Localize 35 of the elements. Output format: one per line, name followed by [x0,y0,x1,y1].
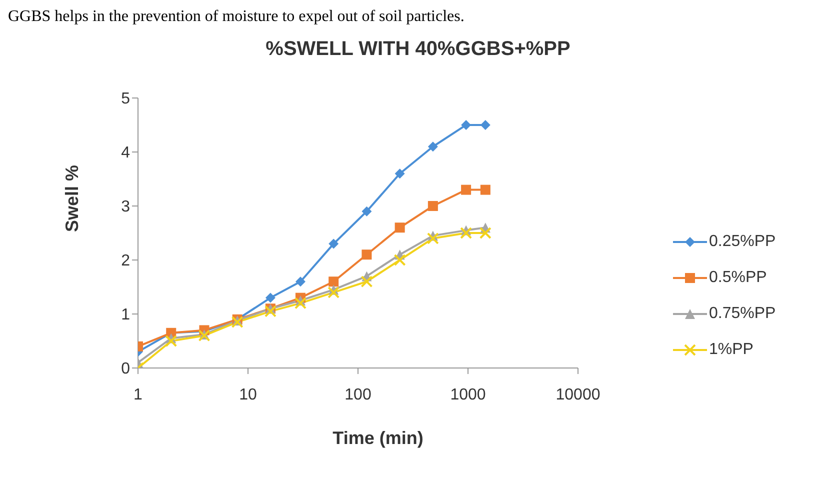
x-tick-label: 10 [239,386,257,404]
y-tick-label: 0 [121,360,130,378]
point [264,305,276,318]
x-tick-label: 10000 [556,386,600,404]
point [428,201,438,211]
legend-label: 0.75%PP [709,305,776,323]
point [328,276,339,287]
point [362,206,372,216]
point [428,142,438,152]
y-tick-label: 1 [121,306,130,324]
point [328,286,340,298]
legend-label: 0.25%PP [709,233,776,251]
y-axis-title: Swell % [62,164,84,232]
point [362,250,372,260]
x-axis-title: Time (min) [332,428,424,449]
y-tick-label: 3 [121,198,130,216]
y-tick-label: 2 [121,252,130,270]
point [394,168,405,179]
text: GGBS helps in the prevention of moisture to expel out of soil particles. [8,8,464,26]
point [165,335,178,347]
point [360,276,373,288]
x-tick-label: 100 [344,386,372,404]
x-tick-label: 1000 [450,386,486,404]
point [394,254,406,266]
x-tick-label: 1 [134,386,143,404]
point [265,292,276,303]
y-tick-label: 4 [121,144,130,162]
point [328,238,339,249]
legend-label: 0.5%PP [709,269,767,287]
point [231,316,244,328]
y-tick-label: 5 [121,90,130,108]
legend-label: 1%PP [709,341,754,359]
point [394,222,405,233]
chart-title: %SWELL WITH 40%GGBS+%PP [264,38,572,61]
point [426,232,439,244]
